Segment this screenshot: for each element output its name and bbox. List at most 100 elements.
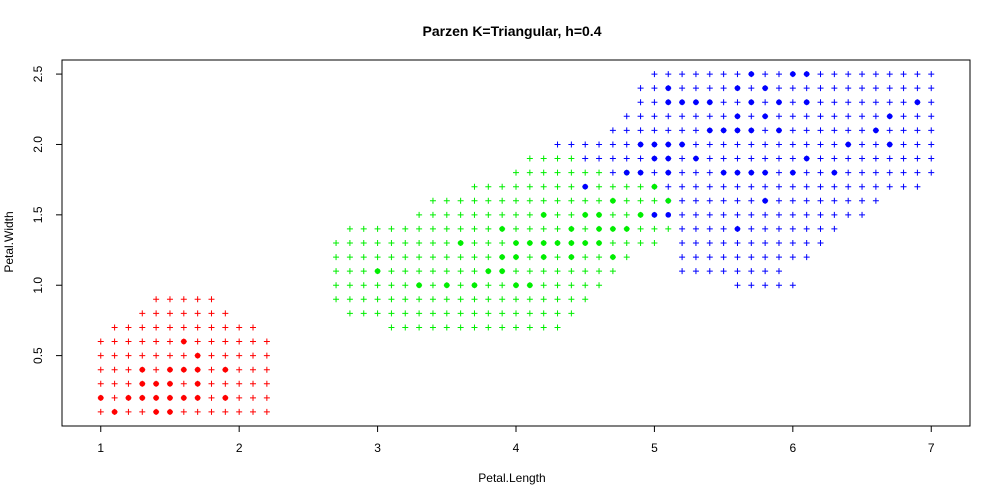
region-marker	[457, 310, 464, 317]
data-point	[610, 226, 616, 232]
region-marker	[139, 352, 146, 359]
region-marker	[748, 183, 755, 190]
region-marker	[346, 282, 353, 289]
region-marker	[416, 254, 423, 261]
region-marker	[734, 268, 741, 275]
data-point	[527, 282, 533, 289]
region-marker	[443, 310, 450, 317]
data-point	[222, 395, 229, 401]
region-marker	[609, 127, 616, 134]
region-marker	[609, 268, 616, 275]
data-point	[748, 169, 755, 176]
region-marker	[568, 197, 575, 204]
region-marker	[872, 169, 879, 176]
region-marker	[762, 183, 769, 190]
region-marker	[250, 352, 257, 359]
data-point	[554, 240, 561, 246]
region-marker	[651, 71, 658, 78]
region-marker	[706, 113, 713, 120]
region-marker	[97, 380, 104, 387]
region-marker	[499, 240, 506, 246]
region-marker	[720, 225, 727, 232]
region-marker	[859, 99, 866, 106]
region-marker	[623, 141, 630, 148]
region-marker	[194, 408, 201, 415]
region-marker	[236, 338, 243, 345]
data-point	[582, 240, 589, 246]
region-marker	[900, 141, 907, 148]
region-marker	[540, 169, 547, 176]
region-marker	[471, 183, 478, 190]
region-marker	[429, 268, 436, 275]
region-marker	[153, 310, 160, 317]
region-marker	[720, 254, 727, 261]
region-marker	[346, 254, 353, 261]
region-marker	[900, 155, 907, 162]
y-tick-label: 2.5	[31, 65, 45, 82]
region-marker	[568, 211, 575, 218]
region-marker	[346, 225, 353, 232]
region-marker	[748, 85, 755, 92]
region-marker	[803, 225, 810, 232]
region-marker	[928, 141, 935, 148]
region-marker	[623, 197, 630, 204]
region-marker	[416, 211, 423, 218]
data-point	[706, 127, 713, 134]
data-point	[665, 85, 672, 91]
region-marker	[817, 225, 824, 232]
data-point	[194, 352, 201, 359]
region-marker	[125, 324, 132, 331]
region-marker	[762, 127, 769, 134]
data-point	[790, 71, 796, 77]
region-marker	[471, 197, 478, 204]
region-marker	[679, 127, 686, 134]
region-marker	[706, 240, 713, 246]
region-marker	[692, 254, 699, 261]
region-marker	[457, 296, 464, 303]
region-marker	[554, 183, 561, 190]
region-marker	[720, 197, 727, 204]
region-marker	[679, 113, 686, 120]
data-point	[582, 183, 589, 190]
region-marker	[180, 310, 187, 317]
region-marker	[762, 141, 769, 148]
region-marker	[208, 394, 215, 401]
region-marker	[596, 141, 603, 148]
region-marker	[817, 127, 824, 134]
data-point	[665, 169, 672, 176]
data-point	[194, 395, 201, 401]
region-marker	[706, 71, 713, 78]
region-marker	[208, 380, 215, 387]
region-marker	[416, 268, 423, 275]
region-marker	[623, 211, 630, 218]
region-marker	[775, 268, 782, 275]
region-marker	[443, 211, 450, 218]
x-tick-label: 2	[236, 441, 243, 455]
region-marker	[222, 352, 229, 359]
region-marker	[222, 338, 229, 345]
region-marker	[263, 394, 270, 401]
data-point	[734, 127, 741, 134]
region-marker	[250, 408, 257, 415]
y-tick-label: 2.0	[31, 136, 45, 153]
region-marker	[748, 268, 755, 275]
region-marker	[360, 254, 367, 261]
region-marker	[803, 127, 810, 134]
region-marker	[845, 183, 852, 190]
region-marker	[734, 282, 741, 289]
data-point	[665, 99, 672, 106]
region-marker	[748, 197, 755, 204]
region-marker	[540, 183, 547, 190]
region-marker	[692, 225, 699, 232]
region-marker	[692, 113, 699, 120]
region-marker	[236, 324, 243, 331]
data-point	[790, 169, 796, 176]
region-marker	[886, 155, 893, 162]
region-marker	[360, 310, 367, 317]
data-point	[513, 254, 519, 260]
region-marker	[250, 380, 257, 387]
region-marker	[457, 197, 464, 204]
data-point	[568, 254, 575, 260]
region-marker	[734, 155, 741, 162]
region-marker	[333, 282, 340, 289]
